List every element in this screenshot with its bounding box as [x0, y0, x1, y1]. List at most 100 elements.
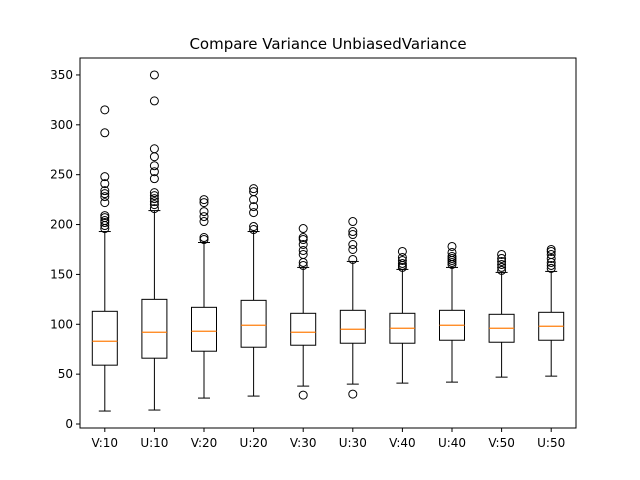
outlier-point — [149, 188, 159, 198]
iqr-box — [191, 306, 217, 352]
x-tick-label: V:30 — [290, 436, 317, 450]
outlier-point — [100, 189, 110, 199]
y-tick-label: 300 — [50, 118, 73, 132]
outlier-point — [298, 260, 308, 270]
outlier-point — [497, 265, 507, 275]
outlier-point — [546, 253, 556, 263]
outlier-point — [497, 259, 507, 269]
outlier-point — [447, 241, 457, 251]
outlier-point — [149, 96, 159, 106]
y-tick-label: 150 — [50, 267, 73, 281]
y-tick-label: 200 — [50, 218, 73, 232]
outlier-point — [100, 179, 110, 189]
y-tick-label: 100 — [50, 317, 73, 331]
y-tick-label: 250 — [50, 168, 73, 182]
plot-area-frame — [79, 57, 577, 429]
outlier-point — [100, 172, 110, 182]
box-u-40 — [439, 241, 465, 383]
box-v-10 — [91, 105, 118, 412]
outlier-point — [100, 192, 110, 202]
outlier-point — [546, 260, 556, 270]
outlier-point — [249, 184, 259, 194]
outlier-point — [397, 246, 407, 256]
box-v-20 — [191, 195, 217, 399]
outlier-point — [447, 247, 457, 257]
outlier-point — [397, 252, 407, 262]
x-tick-label: U:40 — [438, 436, 466, 450]
outlier-point — [497, 249, 507, 259]
outlier-point — [546, 249, 556, 259]
outlier-point — [298, 224, 308, 234]
y-axis: 0 50 100 150 200 250 300 350 — [50, 68, 80, 431]
outlier-point — [149, 161, 159, 171]
outlier-point — [149, 194, 159, 204]
outlier-point — [249, 225, 259, 235]
outlier-point — [199, 217, 209, 227]
box-u-50 — [538, 244, 565, 377]
x-tick-label: U:10 — [140, 436, 168, 450]
outlier-point — [348, 230, 358, 240]
outlier-point — [497, 256, 507, 266]
outlier-point — [397, 258, 407, 268]
outlier-point — [249, 202, 259, 212]
outlier-point — [348, 389, 358, 399]
outlier-point — [149, 191, 159, 201]
x-tick-label: V:50 — [488, 436, 515, 450]
outlier-point — [199, 212, 209, 222]
x-tick-label: V:20 — [191, 436, 218, 450]
box-v-50 — [488, 249, 515, 378]
box-v-30 — [290, 224, 317, 400]
y-tick-label: 50 — [58, 367, 73, 381]
outlier-point — [100, 128, 110, 138]
outlier-point — [100, 211, 110, 221]
outlier-point — [100, 198, 110, 208]
outlier-point — [397, 255, 407, 265]
box-u-20 — [240, 184, 267, 397]
outlier-point — [149, 200, 159, 210]
outlier-point — [298, 390, 308, 400]
x-axis: V:10 U:10 V:20 U:20 V:30 U:30 V:40 U:40 V:50 U:50 — [92, 428, 565, 450]
x-tick-label: V:10 — [92, 436, 119, 450]
outlier-point — [149, 204, 159, 214]
box-series — [91, 70, 565, 412]
outlier-point — [546, 244, 556, 254]
y-tick-label: 350 — [50, 68, 73, 82]
outlier-point — [100, 105, 110, 115]
iqr-box — [141, 298, 168, 359]
outlier-point — [149, 70, 159, 80]
iqr-box — [290, 312, 317, 346]
iqr-box — [91, 310, 118, 366]
x-tick-label: U:20 — [240, 436, 268, 450]
outlier-point — [199, 233, 209, 243]
outlier-point — [348, 217, 358, 227]
outlier-point — [199, 207, 209, 217]
x-tick-label: U:50 — [537, 436, 565, 450]
outlier-point — [199, 195, 209, 205]
outlier-point — [447, 251, 457, 261]
outlier-point — [100, 216, 110, 226]
outlier-point — [497, 262, 507, 272]
outlier-point — [249, 208, 259, 218]
outlier-point — [298, 249, 308, 259]
box-v-40 — [389, 246, 416, 384]
outlier-point — [298, 239, 308, 249]
iqr-box — [240, 299, 267, 348]
outlier-point — [298, 233, 308, 243]
x-tick-label: V:40 — [389, 436, 416, 450]
outlier-point — [149, 144, 159, 154]
outlier-point — [149, 197, 159, 207]
outlier-point — [348, 254, 358, 264]
outlier-point — [298, 245, 308, 255]
outlier-point — [348, 239, 358, 249]
outlier-point — [199, 198, 209, 208]
iqr-box — [339, 309, 366, 344]
box-u-30 — [339, 217, 366, 399]
chart-title: Compare Variance UnbiasedVariance — [189, 35, 466, 53]
box-u-10 — [141, 70, 168, 411]
outlier-point — [546, 263, 556, 273]
outlier-point — [149, 174, 159, 184]
outlier-point — [497, 253, 507, 263]
outlier-point — [100, 186, 110, 196]
